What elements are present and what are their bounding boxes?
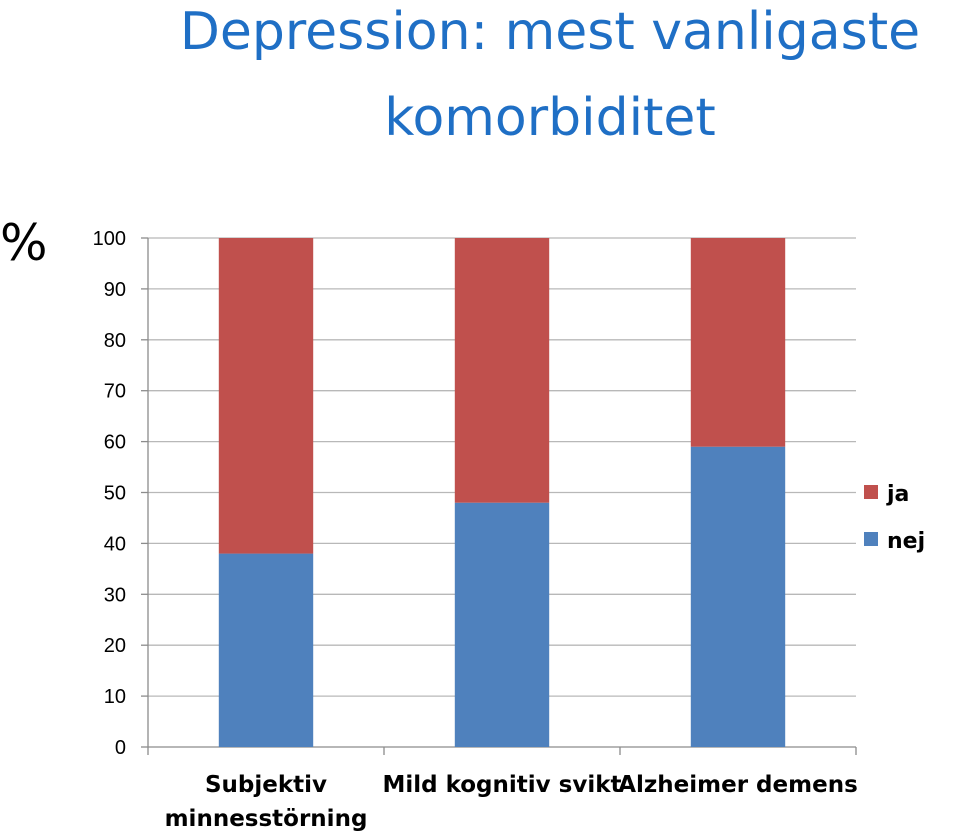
y-tick-label: 0 [115, 737, 126, 759]
bar-ja [454, 238, 550, 503]
x-category-label: Subjektiv [205, 772, 327, 798]
y-tick-label: 40 [104, 533, 126, 555]
legend-swatch-nej [864, 532, 878, 546]
y-tick-label: 50 [104, 483, 126, 505]
x-category-label: Alzheimer demens [618, 772, 858, 798]
legend-swatch-ja [864, 485, 878, 499]
legend-label-ja: ja [886, 482, 909, 507]
bar-ja [690, 238, 786, 447]
y-tick-label: 30 [104, 584, 126, 606]
chart-title-line-2: komorbiditet [384, 88, 716, 148]
y-tick-label: 100 [93, 228, 126, 250]
bar-nej [690, 446, 786, 747]
y-tick-label: 20 [104, 635, 126, 657]
x-category-label: minnesstörning [165, 806, 368, 832]
x-category-label: Mild kognitiv svikt [382, 772, 621, 798]
y-tick-label: 90 [104, 279, 126, 301]
y-tick-label: 60 [104, 432, 126, 454]
y-tick-label: 10 [104, 686, 126, 708]
y-tick-label: 70 [104, 381, 126, 403]
bar-nej [218, 553, 314, 747]
bar-nej [454, 502, 550, 747]
y-tick-label: 80 [104, 330, 126, 352]
legend-label-nej: nej [887, 529, 925, 554]
chart-title-line-1: Depression: mest vanligaste [179, 2, 921, 62]
y-axis-unit-label: % [0, 214, 48, 272]
bar-ja [218, 238, 314, 554]
